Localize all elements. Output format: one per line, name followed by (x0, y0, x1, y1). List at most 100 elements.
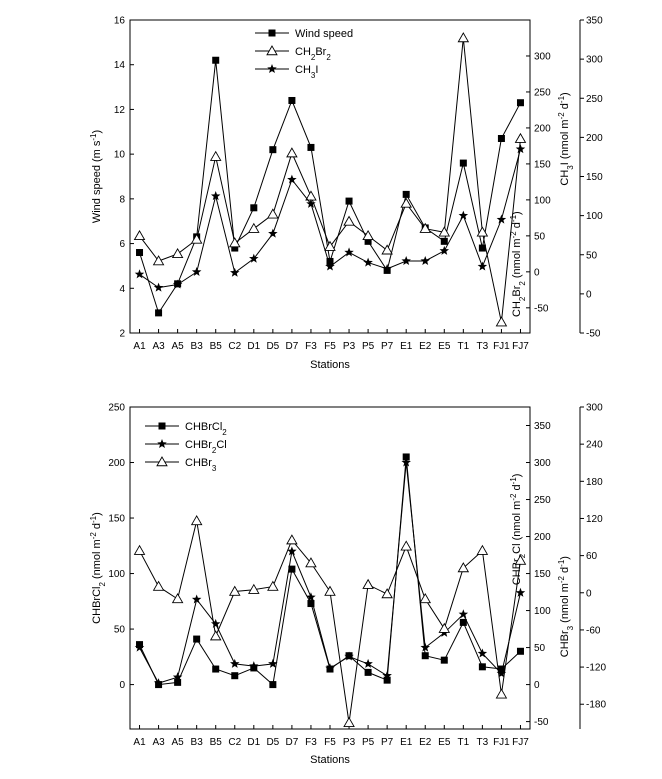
data-point (381, 588, 393, 599)
right-outer-tick-label: 60 (586, 551, 598, 562)
right-outer-tick-label: 200 (586, 133, 603, 144)
right-inner-tick-label: -50 (534, 303, 549, 314)
data-point (288, 96, 296, 104)
x-tick-label: D7 (286, 737, 299, 748)
right-outer-tick-label: 350 (586, 16, 603, 27)
data-point (286, 534, 298, 545)
right-inner-tick-label: 0 (534, 267, 540, 278)
left-tick-label: 2 (119, 329, 125, 340)
data-point (325, 261, 335, 271)
right-outer-tick-label: 120 (586, 514, 603, 525)
series-line (139, 60, 521, 315)
data-point (268, 228, 278, 238)
series-CHBr2Cl (134, 457, 526, 688)
data-point (230, 267, 240, 277)
data-point (362, 578, 374, 589)
legend-marker (268, 29, 276, 37)
data-point (248, 222, 260, 233)
series-Wind speed (136, 56, 524, 317)
data-point (133, 229, 146, 241)
data-point (459, 618, 467, 626)
data-point (458, 210, 469, 220)
left-axis-label: CHBrCl2 (nmol m-2 d-1) (89, 512, 107, 624)
right-inner-tick-label: 300 (534, 51, 551, 62)
data-point (515, 144, 526, 154)
right-inner-tick-label: 300 (534, 458, 551, 469)
legend: Wind speed CH2Br2 CH3I (255, 28, 353, 80)
left-tick-label: 200 (108, 458, 125, 469)
data-point (212, 56, 220, 64)
series-CHBr3 (133, 515, 527, 728)
x-tick-label: FJ1 (493, 737, 510, 748)
right-inner-tick-label: 50 (534, 643, 546, 654)
data-point (438, 226, 451, 237)
data-point (172, 672, 183, 682)
data-point (209, 630, 222, 641)
data-point (478, 663, 486, 671)
x-tick-label: C2 (228, 737, 241, 748)
data-point (286, 147, 298, 158)
right-outer-tick-label: 0 (586, 289, 592, 300)
data-point (288, 565, 296, 573)
data-point (287, 174, 297, 184)
x-tick-label: FJ1 (493, 341, 510, 352)
left-tick-label: 10 (114, 150, 126, 161)
x-tick-label: E2 (419, 341, 432, 352)
left-tick-label: 150 (108, 514, 125, 525)
right-outer-tick-label: -50 (586, 329, 601, 340)
chart-bottom: A1 A3 A5 B3 B5 C2 D1 D5 D7 F3 F5 P3 P5 P7 E1 E2 E5 T1 T3 FJ… (89, 403, 607, 767)
right-outer-tick-label: -60 (586, 625, 601, 636)
legend-marker (158, 422, 166, 430)
chart-top: A1 A3 A5 B3 B5 C2 D1 D5 D7 F3 F5 P3 P5 P7 E1 E2 E5 T1 T3 FJ… (89, 16, 604, 372)
data-point (344, 247, 354, 257)
left-tick-label: 0 (119, 680, 125, 691)
data-point (419, 222, 432, 233)
data-point (155, 309, 163, 317)
x-tick-label: D1 (247, 737, 260, 748)
data-point (419, 593, 432, 604)
data-point (212, 665, 220, 673)
data-point (210, 618, 221, 628)
x-tick-label: A3 (152, 341, 165, 352)
plot-frame (129, 19, 531, 334)
x-tick-label: P7 (381, 341, 394, 352)
data-point (343, 716, 355, 728)
right-outer-axis-label: CHBr3 (nmol m-2 d-1) (557, 556, 575, 657)
right-inner-tick-label: -50 (534, 717, 549, 728)
plot-frame (129, 406, 531, 730)
data-point (421, 652, 429, 660)
data-point (306, 198, 316, 208)
legend-marker (157, 439, 167, 449)
right-inner-tick-label: 350 (534, 421, 551, 432)
data-point (306, 592, 316, 602)
x-tick-label: P3 (343, 737, 356, 748)
data-point (401, 256, 411, 266)
data-point (420, 642, 430, 652)
right-outer-tick-label: 150 (586, 172, 603, 183)
x-tick-label: T1 (457, 341, 469, 352)
data-point (382, 670, 392, 680)
data-point (383, 676, 391, 684)
data-point (231, 672, 239, 680)
data-point (477, 261, 488, 271)
x-tick-label: D7 (286, 341, 299, 352)
data-point (174, 678, 182, 686)
left-tick-label: 50 (114, 625, 126, 636)
data-point (193, 635, 201, 643)
data-point (402, 190, 410, 198)
x-tick-label: F5 (324, 737, 336, 748)
right-inner-tick-label: 150 (534, 569, 551, 580)
data-point (514, 554, 527, 565)
right-outer-tick-label: 100 (586, 211, 603, 222)
right-inner-tick-label: 0 (534, 680, 540, 691)
data-point (382, 263, 392, 273)
data-point (516, 99, 524, 107)
data-point (307, 600, 315, 608)
right-inner-axis-label: CH2Br2 (nmol m-2 d-1) (509, 211, 527, 317)
data-point (457, 32, 470, 43)
data-point (307, 143, 315, 151)
data-point (400, 540, 412, 551)
left-tick-label: 12 (114, 105, 126, 116)
right-inner-tick-label: 100 (534, 606, 551, 617)
data-point (325, 663, 335, 673)
